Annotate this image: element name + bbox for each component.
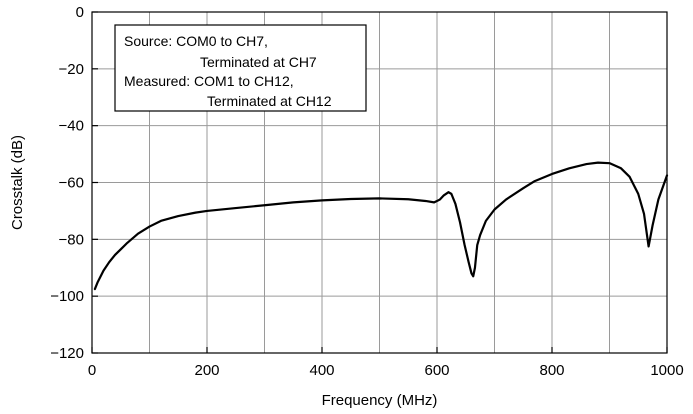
grid-layer bbox=[92, 12, 667, 353]
tick-label-layer: 0 200 400 600 800 1000 0 −20 −40 −60 −80 −100 −120 bbox=[50, 4, 683, 379]
y-axis-title: Crosstalk (dB) bbox=[9, 135, 26, 230]
legend-line: Source: COM0 to CH7, bbox=[124, 33, 268, 49]
x-axis-title: Frequency (MHz) bbox=[322, 392, 438, 409]
y-tick-label: −20 bbox=[59, 61, 84, 78]
legend-line: Measured: COM1 to CH12, bbox=[124, 73, 294, 89]
x-tick-label: 800 bbox=[539, 362, 564, 379]
x-tick-label: 400 bbox=[309, 362, 334, 379]
x-tick-label: 200 bbox=[194, 362, 219, 379]
y-tick-label: −120 bbox=[50, 345, 84, 362]
legend-line: Terminated at CH7 bbox=[200, 54, 317, 70]
y-tick-label: −40 bbox=[59, 118, 84, 135]
crosstalk-curve bbox=[93, 161, 669, 291]
y-tick-label: −80 bbox=[59, 231, 84, 248]
y-tick-label: −100 bbox=[50, 288, 84, 305]
y-tick-label: 0 bbox=[76, 4, 84, 21]
legend-box bbox=[114, 24, 367, 112]
legend: Source: COM0 to CH7, Terminated at CH7 Mea… bbox=[114, 24, 367, 112]
x-tick-label: 600 bbox=[424, 362, 449, 379]
y-tick-label: −60 bbox=[59, 175, 84, 192]
legend-line: Terminated at CH12 bbox=[207, 93, 332, 109]
x-tick-label: 0 bbox=[88, 362, 96, 379]
x-tick-label: 1000 bbox=[650, 362, 683, 379]
